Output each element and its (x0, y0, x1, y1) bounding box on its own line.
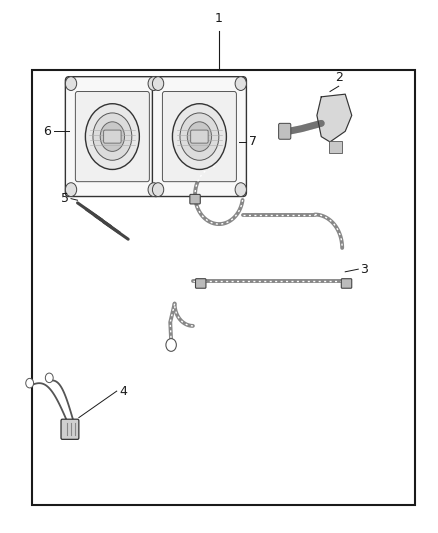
FancyBboxPatch shape (152, 77, 247, 197)
Circle shape (65, 183, 77, 197)
Circle shape (148, 183, 159, 197)
FancyBboxPatch shape (190, 195, 200, 204)
Polygon shape (317, 94, 352, 142)
FancyBboxPatch shape (329, 141, 342, 152)
Circle shape (173, 104, 226, 169)
Circle shape (152, 77, 164, 91)
Text: 4: 4 (119, 385, 127, 398)
Text: 1: 1 (215, 12, 223, 25)
Circle shape (166, 338, 177, 351)
Text: 5: 5 (61, 192, 69, 205)
Text: 6: 6 (43, 125, 51, 138)
FancyBboxPatch shape (61, 419, 79, 439)
FancyBboxPatch shape (75, 92, 149, 182)
Text: 7: 7 (249, 135, 257, 148)
Text: 2: 2 (335, 70, 343, 84)
Circle shape (187, 122, 212, 151)
FancyBboxPatch shape (65, 77, 159, 197)
FancyBboxPatch shape (341, 279, 352, 288)
Circle shape (235, 77, 247, 91)
FancyBboxPatch shape (162, 92, 237, 182)
Circle shape (85, 104, 139, 169)
Circle shape (148, 77, 159, 91)
FancyBboxPatch shape (104, 130, 121, 143)
Circle shape (235, 183, 247, 197)
Circle shape (100, 122, 124, 151)
Circle shape (180, 113, 219, 160)
Circle shape (93, 113, 132, 160)
Text: 3: 3 (360, 263, 368, 276)
FancyBboxPatch shape (195, 279, 206, 288)
Circle shape (65, 77, 77, 91)
Circle shape (26, 378, 34, 388)
FancyBboxPatch shape (191, 130, 208, 143)
FancyBboxPatch shape (279, 123, 291, 139)
Circle shape (152, 183, 164, 197)
Circle shape (46, 373, 53, 383)
Bar (32, 70, 415, 505)
